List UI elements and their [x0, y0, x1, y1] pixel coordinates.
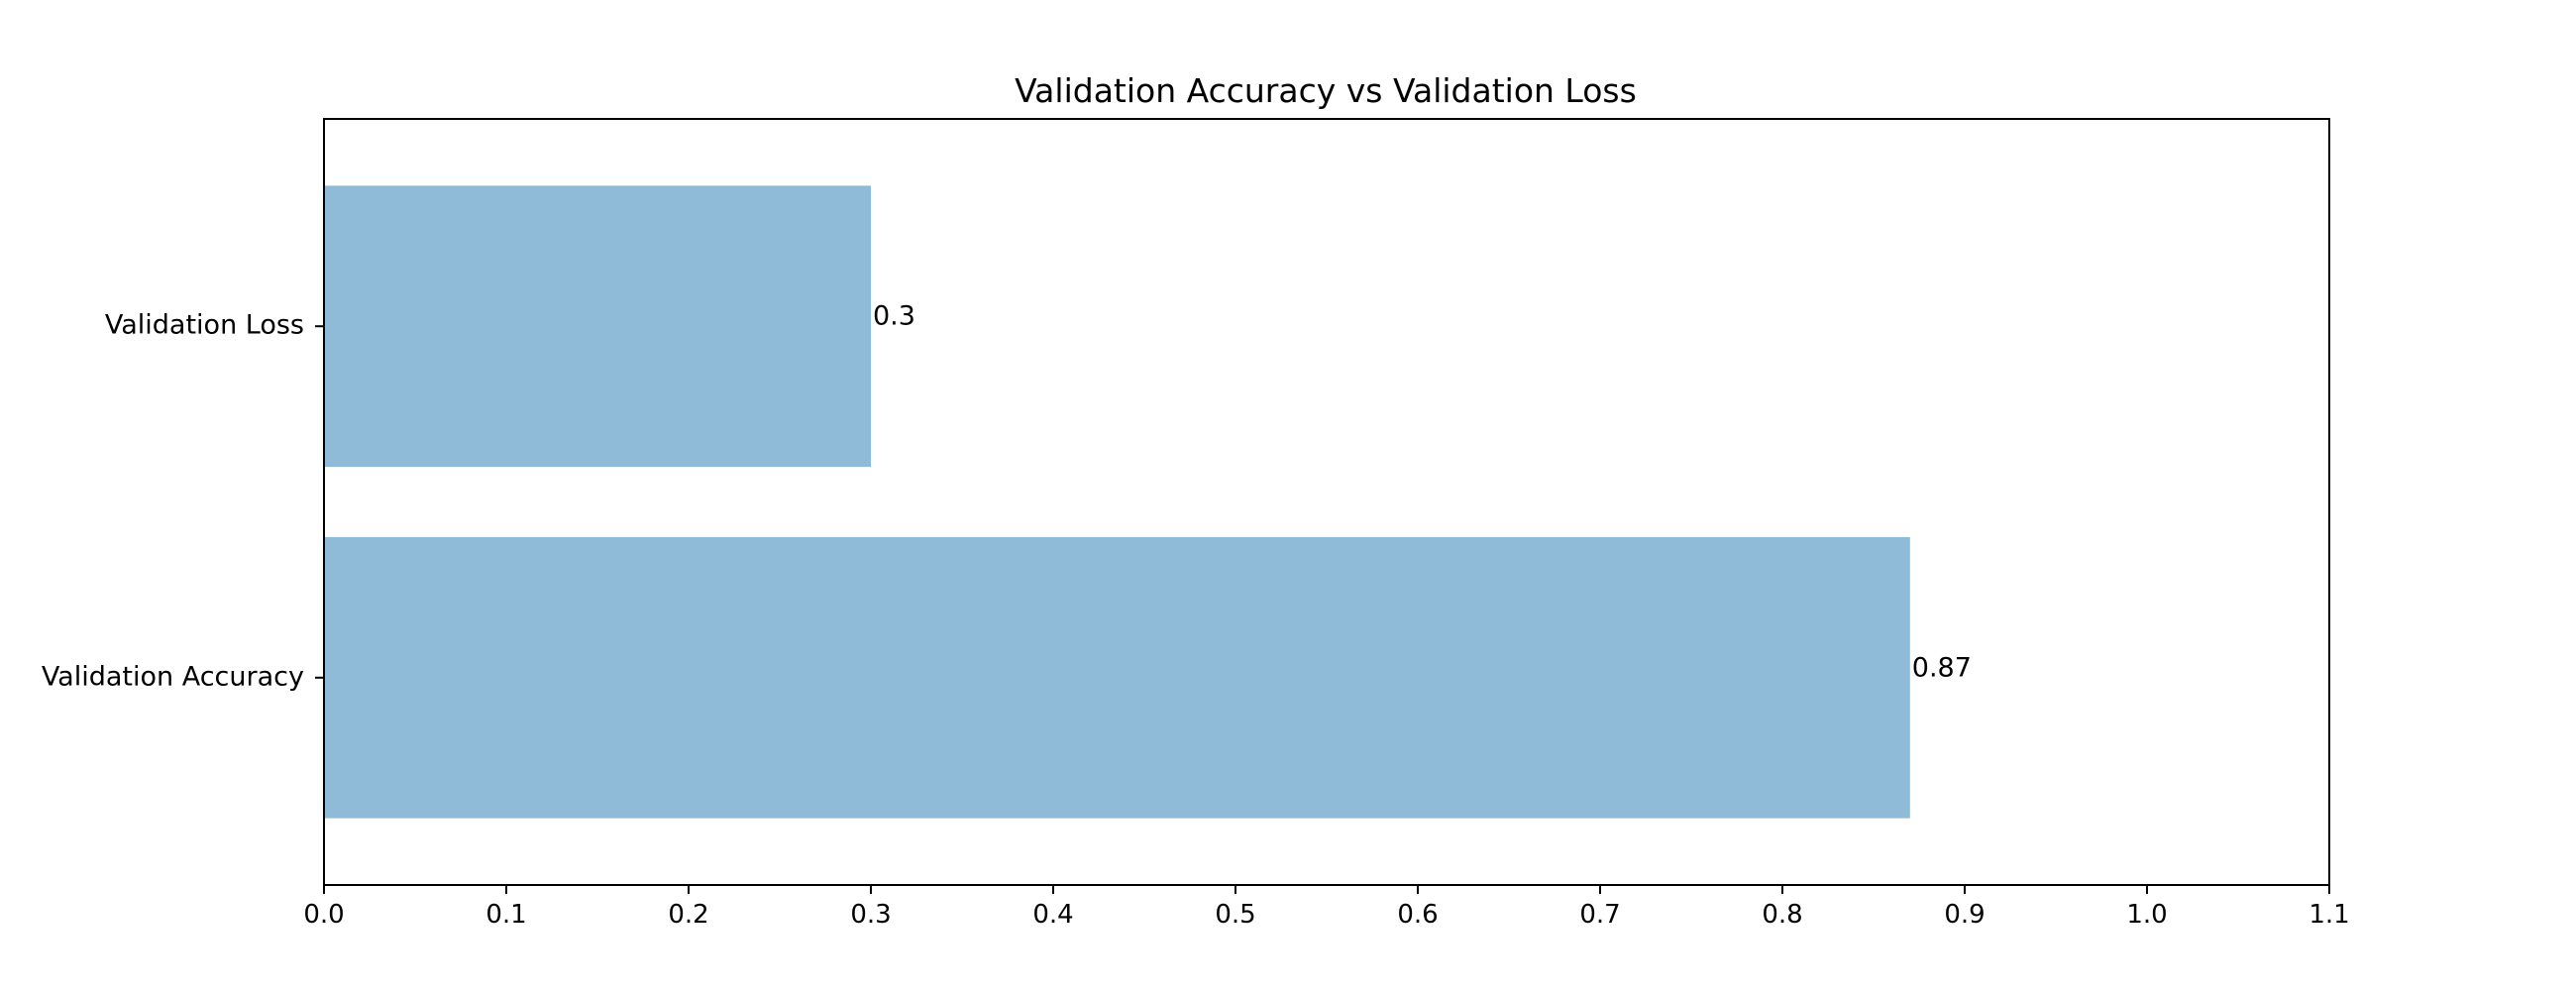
x-tick-label: 1.1 — [2308, 900, 2349, 930]
x-tick-label: 0.0 — [303, 900, 344, 930]
bar-value-label-validation-accuracy: 0.87 — [1912, 652, 1972, 683]
x-tick-label: 0.7 — [1579, 900, 1620, 930]
x-tick-label: 0.9 — [1944, 900, 1985, 930]
y-tick-label-validation-accuracy: Validation Accuracy — [42, 661, 304, 692]
plot-frame — [323, 118, 2330, 886]
x-axis: 0.0 0.1 0.2 0.3 0.4 0.5 0.6 0.7 0.8 0.9 1.0 1.1 — [303, 885, 2350, 930]
bar-validation-loss — [324, 185, 871, 468]
bars-layer: 0.87 0.3 — [324, 185, 1972, 819]
x-tick-label: 1.0 — [2126, 900, 2167, 930]
chart-title: Validation Accuracy vs Validation Loss — [1015, 71, 1637, 110]
x-tick-label: 0.5 — [1215, 900, 1255, 930]
y-axis: Validation Accuracy Validation Loss — [42, 310, 324, 692]
x-tick-label: 0.8 — [1762, 900, 1802, 930]
x-tick-label: 0.1 — [485, 900, 526, 930]
x-tick-label: 0.2 — [668, 900, 708, 930]
y-tick-label-validation-loss: Validation Loss — [105, 310, 304, 341]
x-tick-label: 0.3 — [850, 900, 891, 930]
x-tick-label: 0.4 — [1032, 900, 1073, 930]
x-tick-label: 0.6 — [1397, 900, 1438, 930]
bar-validation-accuracy — [324, 536, 1910, 819]
bar-value-label-validation-loss: 0.3 — [873, 301, 915, 332]
